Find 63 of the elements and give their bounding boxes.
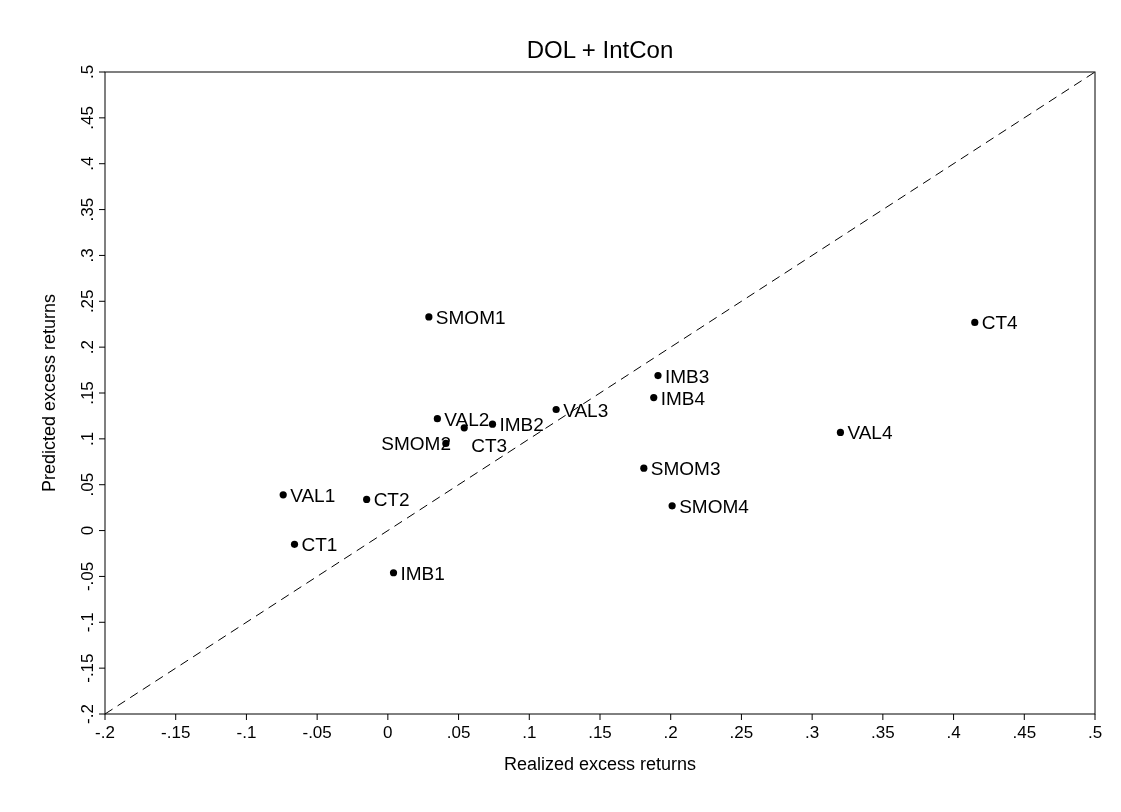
point — [290, 540, 299, 548]
x-tick-label: -.2 — [95, 723, 115, 742]
x-tick-label: 0 — [383, 723, 393, 742]
point — [668, 502, 676, 510]
y-tick-label: .5 — [78, 64, 97, 80]
x-tick-label: .3 — [805, 723, 820, 742]
y-tick-label: .2 — [78, 340, 97, 355]
x-tick-label: .45 — [1012, 723, 1037, 742]
point — [488, 420, 497, 428]
annotation: IMB1 — [400, 562, 445, 584]
point — [363, 495, 371, 503]
point — [279, 491, 287, 499]
annotation: SMOM2 — [381, 433, 452, 455]
point — [552, 405, 560, 414]
point — [433, 415, 441, 423]
annotation: VAL3 — [563, 399, 609, 421]
point — [640, 464, 648, 472]
annotation: SMOM3 — [650, 458, 721, 480]
x-tick-label: -.15 — [161, 723, 191, 742]
y-tick-label: .45 — [78, 106, 97, 130]
point — [650, 393, 658, 402]
annotation: VAL1 — [290, 484, 336, 506]
x-tick-label: .25 — [729, 723, 754, 742]
y-tick-label: .4 — [78, 156, 97, 171]
point — [389, 569, 398, 577]
annotation: CT3 — [471, 434, 508, 456]
point — [836, 428, 845, 437]
x-tick-label: -.05 — [302, 723, 332, 742]
annotation: SMOM1 — [435, 306, 506, 328]
x-tick-label: .4 — [946, 723, 961, 742]
y-tick-label: 0 — [78, 525, 97, 536]
x-tick-label: .1 — [522, 723, 537, 742]
y-tick-label: .25 — [78, 289, 97, 314]
x-tick-label: -.1 — [236, 723, 257, 742]
y-tick-label: .1 — [78, 431, 97, 446]
annotation: CT2 — [373, 489, 410, 511]
x-tick-label: .5 — [1087, 723, 1103, 742]
annotation: VAL4 — [847, 422, 893, 444]
point — [654, 371, 662, 380]
chart-title: DOL + IntCon — [526, 36, 674, 63]
y-tick-label: -.2 — [78, 704, 97, 724]
y-tick-label: .05 — [78, 472, 97, 497]
annotation: IMB2 — [499, 414, 544, 436]
annotation: SMOM4 — [679, 495, 750, 517]
y-tick-label: -.15 — [78, 653, 97, 683]
y-tick-label: .3 — [78, 248, 97, 263]
annotation: IMB3 — [664, 365, 710, 387]
y-tick-label: -.1 — [78, 612, 97, 633]
point — [425, 313, 433, 321]
x-tick-label: .15 — [588, 723, 612, 742]
point — [971, 318, 979, 326]
x-tick-label: .2 — [663, 723, 678, 742]
y-tick-label: -.05 — [78, 561, 97, 592]
y-axis-title: Predicted excess returns — [39, 293, 59, 493]
annotation: IMB4 — [660, 387, 706, 409]
annotation: CT1 — [301, 534, 338, 556]
x-axis-title: Realized excess returns — [503, 754, 697, 774]
x-tick-label: .35 — [871, 723, 895, 742]
annotation: VAL2 — [444, 408, 490, 430]
annotation: CT4 — [981, 312, 1019, 334]
x-tick-label: .05 — [446, 723, 471, 742]
y-tick-label: .15 — [78, 381, 97, 405]
y-tick-label: .35 — [78, 197, 97, 222]
